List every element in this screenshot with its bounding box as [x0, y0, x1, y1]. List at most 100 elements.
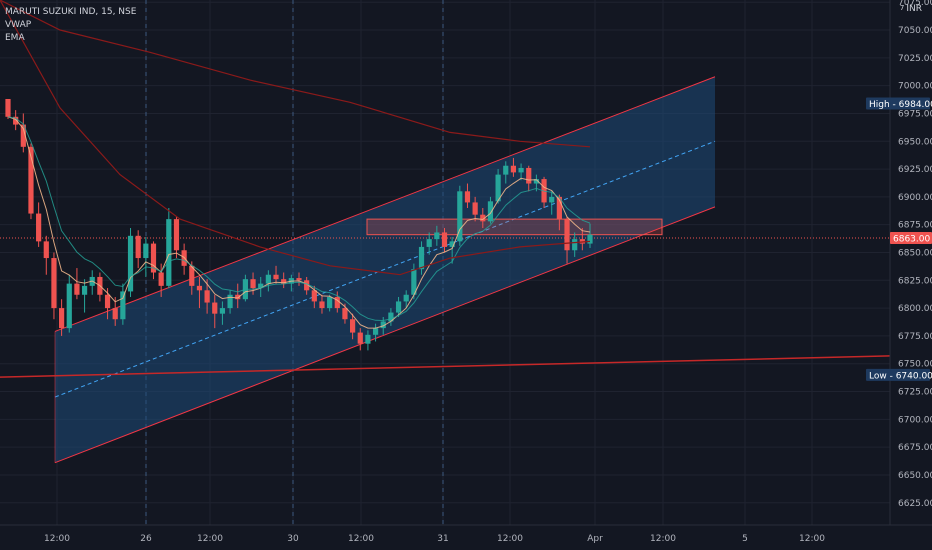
- y-tick-label: 6650.00: [898, 471, 932, 481]
- candle-body: [441, 232, 448, 247]
- candle: [334, 291, 340, 313]
- y-tick-label: 7050.00: [898, 26, 932, 36]
- candle-body: [296, 278, 302, 281]
- currency-label[interactable]: 7 INR: [900, 4, 922, 14]
- candle: [74, 268, 80, 300]
- candle-body: [166, 219, 172, 286]
- candle: [120, 283, 126, 325]
- candle: [273, 265, 279, 284]
- x-tick-label: 12:00: [197, 534, 223, 544]
- candle-body: [43, 241, 49, 259]
- candle-body: [327, 296, 333, 309]
- candle: [503, 161, 509, 184]
- candle: [480, 207, 486, 229]
- candle: [304, 276, 310, 295]
- y-tick-label: 6725.00: [898, 388, 932, 398]
- candle: [372, 323, 379, 342]
- candle-body: [587, 234, 593, 244]
- candle: [319, 294, 325, 314]
- support-trend-line: [0, 355, 891, 378]
- vwap-legend: VWAP: [5, 20, 32, 30]
- y-tick-label: 6875.00: [898, 221, 932, 231]
- candle-body: [196, 285, 203, 291]
- candle-body: [518, 167, 524, 173]
- y-tick-label: 6925.00: [898, 165, 932, 175]
- candle: [150, 241, 157, 280]
- candle-body: [250, 279, 256, 289]
- candle-body: [426, 239, 432, 247]
- candle: [388, 308, 394, 326]
- candle-body: [487, 201, 494, 222]
- candle-body: [189, 265, 195, 286]
- candle-body: [235, 294, 241, 300]
- y-tick-label: 6850.00: [898, 248, 932, 258]
- x-tick-label: 31: [437, 534, 448, 544]
- candle-body: [59, 308, 65, 329]
- candle: [212, 294, 218, 329]
- candle-body: [265, 274, 271, 284]
- candle: [495, 169, 501, 204]
- candle-body: [510, 165, 517, 173]
- candle: [43, 235, 49, 275]
- y-tick-label: 7025.00: [898, 54, 932, 64]
- candle-body: [495, 174, 501, 202]
- candle: [350, 313, 356, 340]
- candle: [196, 276, 203, 309]
- chart-legend: MARUTI SUZUKI IND, 15, NSE VWAP EMA: [5, 6, 136, 45]
- candle-body: [28, 146, 34, 214]
- candle-body: [5, 98, 11, 117]
- candle-body: [418, 246, 425, 270]
- candle: [426, 232, 432, 255]
- candle: [219, 301, 226, 325]
- candle-body: [51, 258, 57, 309]
- candle: [135, 230, 141, 269]
- candle-body: [36, 213, 42, 242]
- candle-body: [304, 280, 310, 291]
- candle: [250, 272, 256, 295]
- x-tick-label: 12:00: [650, 534, 676, 544]
- candle: [357, 328, 363, 351]
- candle-body: [388, 312, 394, 322]
- candle: [258, 276, 264, 297]
- ema-long-line: [0, 0, 591, 148]
- x-axis: 12:00 26 12:00 30 12:00 31 12:00 Apr 12:00 5 12:00: [44, 534, 825, 544]
- candle: [51, 252, 57, 320]
- candle-body: [112, 308, 118, 320]
- candle-body: [472, 202, 478, 215]
- candle-body: [74, 283, 80, 295]
- candle-body: [273, 274, 279, 280]
- high-price-tag-bg: [866, 97, 930, 110]
- candle: [81, 279, 88, 313]
- candle-body: [411, 269, 417, 295]
- resistance-zone: [366, 218, 663, 236]
- candle-body: [357, 332, 363, 344]
- candle: [166, 207, 172, 289]
- candle-body: [533, 179, 539, 184]
- candle-body: [143, 243, 149, 259]
- candle: [204, 279, 210, 314]
- candle: [20, 113, 26, 153]
- candle: [59, 299, 65, 336]
- candle-body: [457, 191, 463, 242]
- candle-body: [319, 301, 325, 309]
- candle: [464, 183, 471, 208]
- high-price-tag-text: High - 6984.00: [869, 100, 932, 110]
- candle: [66, 274, 72, 333]
- candle-body: [204, 290, 210, 303]
- candle-body: [334, 296, 340, 309]
- candle-body: [380, 321, 386, 329]
- candle: [158, 263, 164, 297]
- candle: [526, 165, 532, 192]
- candle: [418, 241, 425, 275]
- candle: [518, 163, 524, 181]
- candle: [281, 272, 287, 289]
- candle: [434, 225, 440, 246]
- candle-body: [549, 196, 555, 203]
- candle-body: [403, 294, 409, 302]
- x-tick-label: 30: [287, 534, 299, 544]
- y-axis: 6625.00 6650.00 6675.00 6700.00 6725.00 6750.…: [898, 0, 932, 509]
- last-price-tag-text: 6863.00: [893, 235, 930, 245]
- candle-body: [526, 167, 532, 184]
- candle: [564, 216, 570, 264]
